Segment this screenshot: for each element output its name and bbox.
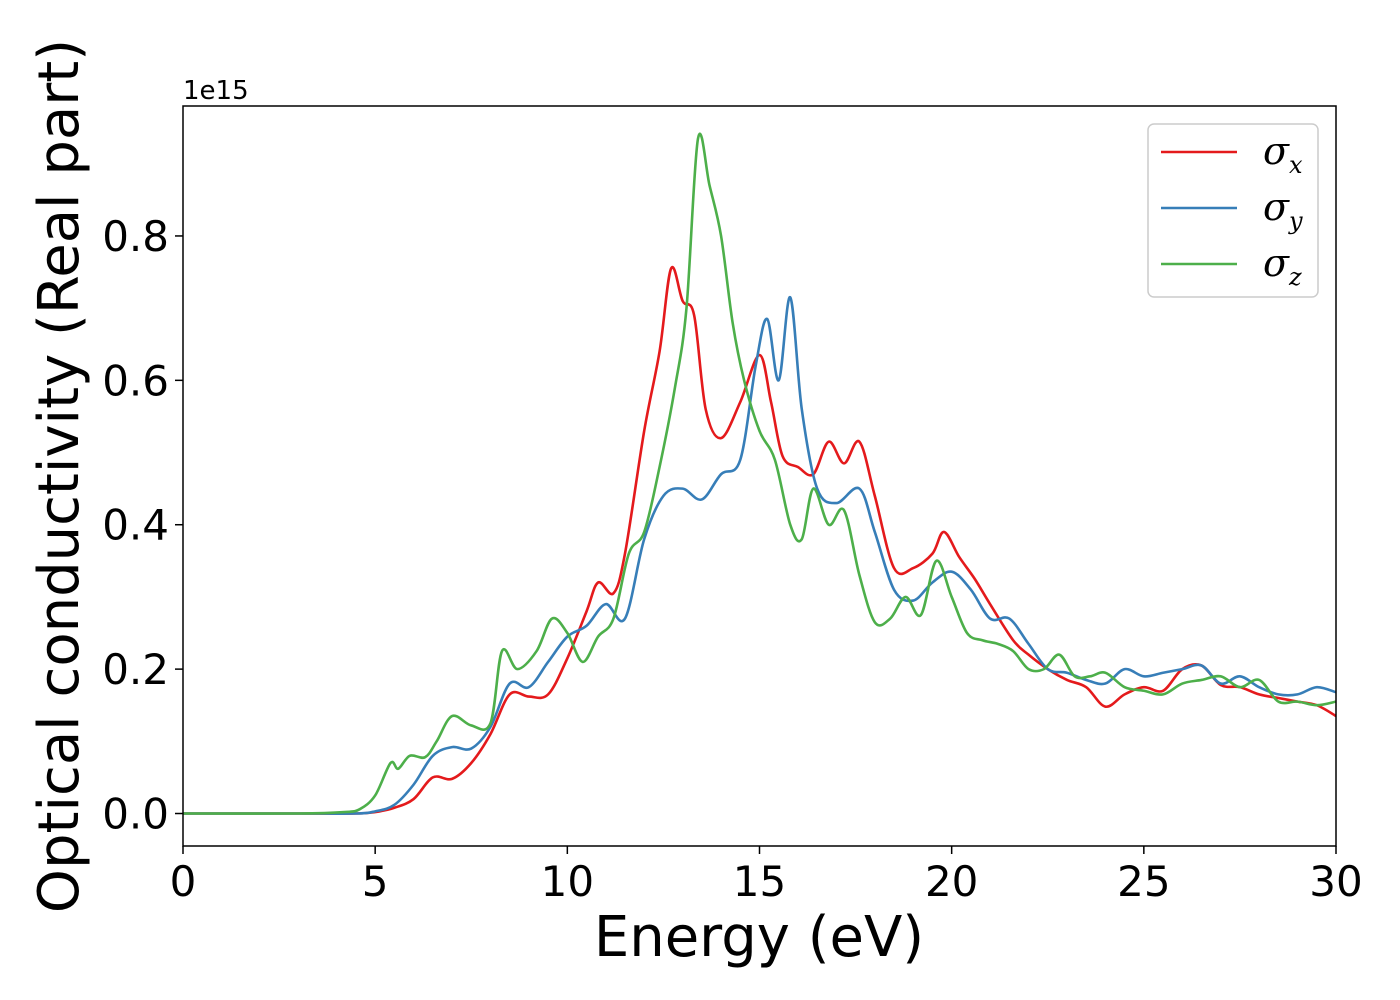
legend-label-x: σx (1263, 129, 1303, 179)
x-tick-label: 30 (1309, 857, 1362, 906)
legend-box (1147, 123, 1319, 298)
x-tick-label: 20 (925, 857, 978, 906)
y-tick-label: 0.2 (102, 645, 169, 694)
x-tick-label: 15 (733, 857, 786, 906)
x-tick-label: 25 (1117, 857, 1170, 906)
x-axis: 0 5 10 15 20 25 30 (170, 846, 1363, 906)
y-axis-label: Optical conductivity (Real part) (27, 39, 92, 913)
legend-label-z: σz (1263, 241, 1302, 291)
x-tick-label: 5 (362, 857, 389, 906)
legend-label-y: σy (1263, 185, 1303, 235)
series-layer (183, 132, 1336, 815)
y-tick-label: 0.0 (102, 790, 169, 839)
y-tick-label: 0.8 (102, 212, 169, 261)
y-tick-label: 0.6 (102, 356, 169, 405)
series-line-x (183, 265, 1336, 815)
y-offset-label: 1e15 (183, 76, 249, 106)
y-axis: 0.0 0.2 0.4 0.6 0.8 (102, 212, 183, 839)
legend: σx σy σz (1147, 123, 1319, 298)
x-tick-label: 0 (170, 857, 197, 906)
series-line-z (183, 132, 1336, 815)
x-axis-label: Energy (eV) (594, 905, 924, 970)
y-tick-label: 0.4 (102, 501, 169, 550)
series-line-y (183, 296, 1336, 815)
x-tick-label: 10 (541, 857, 594, 906)
